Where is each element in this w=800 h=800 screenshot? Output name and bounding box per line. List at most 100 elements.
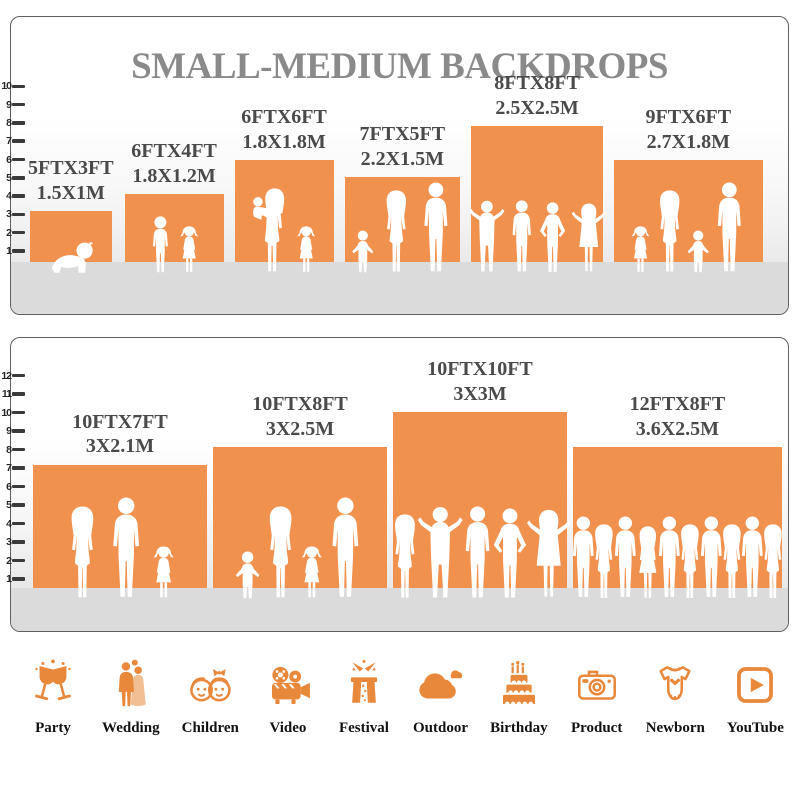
children-icon <box>183 658 237 712</box>
backdrop-bar-group: 10FTX7FT 3X2.1M <box>33 410 207 588</box>
backdrop-size-label: 10FTX7FT 3X2.1M <box>72 410 168 459</box>
tick-dash <box>12 373 25 378</box>
tick-dash <box>12 410 25 415</box>
tick-number: 3 <box>6 208 12 221</box>
axis-tick: 1 <box>0 245 25 257</box>
tick-number: 8 <box>6 116 12 129</box>
tick-dash <box>12 484 25 489</box>
category-item-video: Video <box>261 658 315 737</box>
person-silhouette-girl <box>294 226 317 274</box>
tick-number: 10 <box>1 80 12 93</box>
category-item-youtube: YouTube <box>727 658 784 737</box>
tick-dash <box>12 84 25 89</box>
tick-number: 8 <box>6 443 12 456</box>
size-label-ft: 9FTX6FT <box>645 106 732 129</box>
backdrop-size-label: 10FTX10FT 3X3M <box>427 357 533 406</box>
size-label-ft: 10FTX10FT <box>427 358 533 381</box>
axis-tick: 6 <box>0 154 25 166</box>
tick-number: 6 <box>6 153 12 166</box>
axis-tick: 3 <box>0 536 25 548</box>
person-silhouette-man-arms-up <box>467 200 507 274</box>
tick-dash <box>12 176 25 180</box>
backdrop-bar <box>471 126 603 262</box>
person-silhouette-man <box>711 182 748 274</box>
figures-group <box>467 200 607 274</box>
category-label: Festival <box>338 720 389 736</box>
backdrop-bar-group: 7FTX5FT 2.2X1.5M <box>344 122 461 262</box>
size-label-m: 2.5X2.5M <box>495 96 579 119</box>
person-silhouette-girl <box>299 546 325 600</box>
backdrop-bar <box>614 160 763 262</box>
wedding-icon <box>104 658 158 712</box>
axis-tick: 12 <box>0 370 25 382</box>
person-silhouette-man-hands-on-hips <box>536 202 569 274</box>
axis-tick: 3 <box>0 208 25 220</box>
axis-tick: 10 <box>0 80 25 92</box>
tick-dash <box>12 558 25 563</box>
size-label-m: 2.7X1.8M <box>646 130 730 153</box>
tick-number: 9 <box>6 425 12 437</box>
axis-tick: 2 <box>0 555 25 567</box>
figures-group <box>388 506 573 600</box>
youtube-icon <box>728 658 782 712</box>
tick-number: 7 <box>6 135 12 148</box>
person-silhouette-woman-dress-arms-up <box>524 508 572 600</box>
size-label-m: 2.2X1.5M <box>360 147 444 170</box>
tick-number: 11 <box>1 388 12 400</box>
axis-tick: 9 <box>0 425 25 437</box>
tick-number: 6 <box>6 480 12 493</box>
backdrop-size-label: 6FTX4FT 1.8X1.2M <box>131 139 217 188</box>
size-label-ft: 12FTX8FT <box>629 393 726 416</box>
tick-dash <box>12 249 25 253</box>
backdrop-bar-group: 5FTX3FT 1.5X1M <box>28 156 114 262</box>
tick-dash <box>12 102 25 107</box>
tick-dash <box>12 230 25 235</box>
size-label-m: 1.5X1M <box>36 181 105 204</box>
axis-tick: 1 <box>0 573 25 585</box>
backdrop-bar <box>33 464 207 588</box>
backdrop-bar <box>573 447 782 588</box>
person-silhouette-woman <box>379 190 413 274</box>
size-label-ft: 7FTX5FT <box>359 123 446 146</box>
backdrop-size-label: 5FTX3FT 1.5X1M <box>28 156 114 205</box>
axis-tick: 4 <box>0 190 25 202</box>
backdrop-panel-row-1: SMALL-MEDIUM BACKDROPS 1 2 3 4 5 6 7 8 9 10 5FTX3F… <box>1 16 789 315</box>
axis-tick: 7 <box>0 135 25 147</box>
backdrop-size-label: 9FTX6FT 2.7X1.8M <box>646 105 732 154</box>
category-item-birthday: Birthday <box>490 658 548 737</box>
backdrop-bar-group: 10FTX10FT 3X3M <box>393 357 567 588</box>
person-silhouette-woman <box>64 506 102 600</box>
tick-number: 4 <box>6 517 12 530</box>
size-label-ft: 6FTX4FT <box>131 140 217 163</box>
person-silhouette-woman <box>261 506 299 600</box>
axis-tick: 5 <box>0 499 25 511</box>
tick-dash <box>12 212 25 217</box>
category-item-product: Product <box>570 658 624 737</box>
figures-group <box>567 516 788 600</box>
backdrop-size-label: 8FTX8FT 2.5X2.5M <box>494 71 580 120</box>
backdrop-bar <box>344 177 461 262</box>
category-item-newborn: Newborn <box>646 658 705 737</box>
video-icon <box>261 658 315 712</box>
person-silhouette-woman <box>652 190 686 274</box>
figures-group <box>64 497 177 600</box>
backdrop-size-label: 12FTX8FT 3.6X2.5M <box>630 392 726 441</box>
tick-dash <box>12 392 25 396</box>
tick-dash <box>12 121 25 125</box>
axis-tick: 7 <box>0 462 25 474</box>
category-label: Wedding <box>102 720 160 736</box>
person-silhouette-man <box>417 182 454 274</box>
bars-row: 5FTX3FT 1.5X1M 6FTX4FT 1.8X1.2M 6FTX6FT 1.8X1… <box>28 71 763 262</box>
tick-number: 5 <box>6 171 12 184</box>
category-label: Outdoor <box>413 720 469 736</box>
size-label-ft: 10FTX7FT <box>72 411 168 434</box>
bars-row: 10FTX7FT 3X2.1M 10FTX8FT 3X2.5M 10FTX10FT 3X3… <box>33 357 782 588</box>
figures-group <box>351 182 454 274</box>
axis-tick: 6 <box>0 481 25 493</box>
party-icon <box>26 658 80 712</box>
category-label: Video <box>269 720 307 736</box>
person-silhouette-girl <box>150 546 176 600</box>
outdoor-icon <box>414 658 468 712</box>
backdrop-panel-row-2: 1 2 3 4 5 6 7 8 9 10 11 12 10FTX7FT 3X2.1M 10FTX8FT 3X2… <box>1 337 789 632</box>
